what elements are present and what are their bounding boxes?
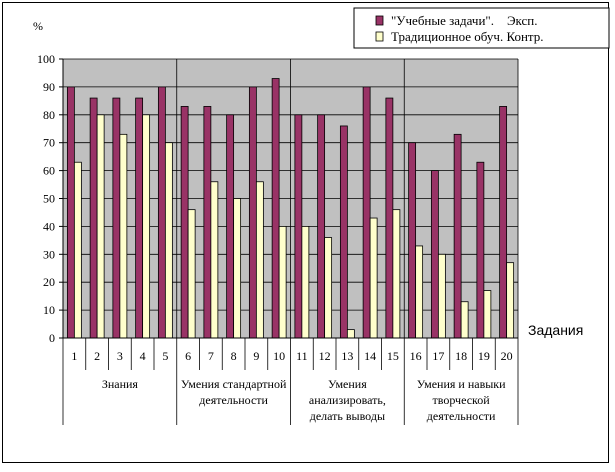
bar-series2-task-6 — [187, 209, 196, 339]
bar-series1-task-3 — [112, 97, 121, 339]
legend-swatch-series2 — [375, 31, 384, 42]
bar-series2-task-5 — [164, 142, 173, 339]
x-tick-label: 2 — [94, 349, 100, 363]
bar-series1-task-9 — [248, 86, 257, 339]
bar-series1-task-5 — [157, 86, 166, 339]
x-tick-label: 18 — [455, 349, 467, 363]
bar-series2-task-10 — [278, 225, 287, 339]
y-tick-label: 30 — [43, 247, 55, 261]
bar-series1-task-20 — [499, 106, 508, 339]
bar-series1-task-13 — [339, 125, 348, 339]
group-label: Знания — [102, 377, 139, 391]
x-tick-label: 11 — [296, 349, 308, 363]
x-tick-label: 15 — [387, 349, 399, 363]
bar-series1-task-19 — [476, 161, 485, 339]
group-label: Умения — [328, 377, 367, 391]
bar-series1-task-6 — [180, 106, 189, 339]
bars — [66, 78, 515, 339]
x-tick-label: 10 — [273, 349, 285, 363]
y-tick-label: 20 — [43, 275, 55, 289]
x-tick-label: 12 — [319, 349, 331, 363]
x-tick-label: 8 — [231, 349, 237, 363]
group-label: делать выводы — [310, 409, 385, 423]
y-tick-label: 40 — [43, 219, 55, 233]
group-label: анализировать, — [309, 393, 386, 407]
bar-series1-task-16 — [408, 142, 417, 339]
bar-series2-task-15 — [392, 209, 401, 339]
y-tick-label: 0 — [49, 331, 55, 345]
group-label: Умения и навыки — [417, 377, 506, 391]
bar-series1-task-18 — [453, 133, 462, 339]
x-tick-label: 14 — [364, 349, 376, 363]
group-label: творческой — [433, 393, 491, 407]
y-tick-label: 60 — [43, 164, 55, 178]
bar-series2-task-20 — [506, 262, 515, 339]
x-tick-label: 6 — [185, 349, 191, 363]
bar-series2-task-14 — [369, 217, 378, 339]
x-tick-label: 9 — [253, 349, 259, 363]
y-unit-label: % — [33, 19, 43, 33]
bar-series1-task-8 — [226, 114, 235, 339]
bar-series1-task-10 — [271, 78, 280, 339]
bar-series1-task-12 — [317, 114, 326, 339]
x-tick-label: 5 — [162, 349, 168, 363]
x-tick-label: 13 — [341, 349, 353, 363]
bar-series2-task-4 — [142, 114, 151, 339]
group-label: деятельности — [199, 393, 268, 407]
bar-series2-task-7 — [210, 181, 219, 339]
y-tick-label: 100 — [37, 52, 55, 66]
bar-series2-task-17 — [437, 253, 446, 339]
bar-series1-task-2 — [89, 97, 98, 339]
x-axis-title: Задания — [528, 322, 583, 338]
legend-label-series2: Традиционное обуч. Контр. — [391, 29, 544, 44]
legend-label-series1: "Учебные задачи". Эксп. — [391, 13, 538, 28]
bar-series1-task-11 — [294, 114, 303, 339]
bar-series1-task-14 — [362, 86, 371, 339]
y-tick-label: 80 — [43, 108, 55, 122]
y-tick-labels: 0 10 20 30 40 50 60 70 80 90 100 — [37, 52, 55, 345]
bar-series2-task-19 — [483, 290, 492, 339]
bar-series2-task-11 — [301, 225, 310, 339]
x-tick-label: 4 — [140, 349, 146, 363]
legend-swatch-series1 — [375, 15, 384, 26]
bar-series2-task-18 — [460, 301, 469, 339]
x-tick-label: 19 — [478, 349, 490, 363]
legend-box — [353, 7, 610, 49]
group-label: деятельности — [427, 409, 496, 423]
x-tick-label: 7 — [208, 349, 214, 363]
y-tick-label: 70 — [43, 136, 55, 150]
bar-series2-task-9 — [255, 181, 264, 339]
bar-series2-task-1 — [73, 161, 82, 339]
bar-series2-task-13 — [346, 329, 355, 339]
bar-series1-task-17 — [430, 170, 439, 339]
bar-series1-task-1 — [66, 86, 75, 339]
bar-series1-task-4 — [135, 97, 144, 339]
bar-series1-task-7 — [203, 106, 212, 339]
x-tick-label: 17 — [432, 349, 444, 363]
x-tick-label: 1 — [71, 349, 77, 363]
x-tick-label: 3 — [117, 349, 123, 363]
group-label: Умения стандартной — [181, 377, 287, 391]
y-tick-label: 50 — [43, 192, 55, 206]
bar-series2-task-3 — [119, 133, 128, 339]
bar-series1-task-15 — [385, 97, 394, 339]
bar-series2-task-16 — [415, 245, 424, 339]
y-tick-label: 10 — [43, 303, 55, 317]
x-tick-label: 16 — [410, 349, 422, 363]
bar-series2-task-2 — [96, 114, 105, 339]
bar-series2-task-8 — [233, 198, 242, 339]
bar-series2-task-12 — [324, 237, 333, 339]
x-tick-label: 20 — [501, 349, 513, 363]
legend: "Учебные задачи". Эксп.Традиционное обуч… — [353, 7, 610, 49]
y-tick-label: 90 — [43, 80, 55, 94]
